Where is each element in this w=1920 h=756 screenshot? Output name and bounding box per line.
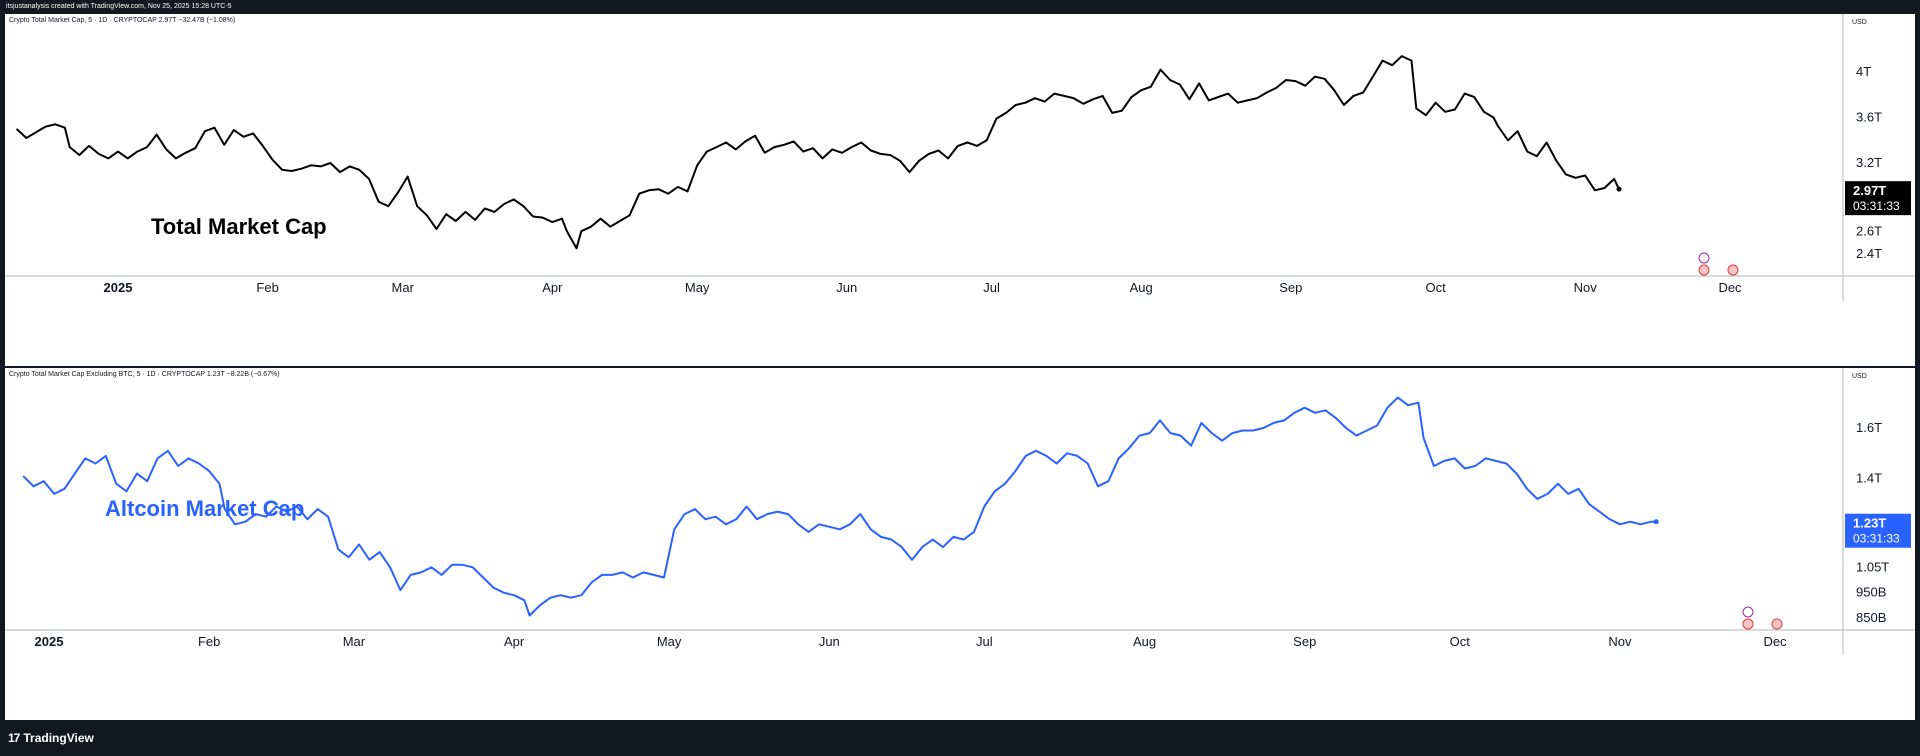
x-tick-label: Dec xyxy=(1763,634,1787,649)
x-tick-label: Sep xyxy=(1293,634,1316,649)
x-tick-label: 2025 xyxy=(35,634,64,649)
x-tick-label: Mar xyxy=(392,280,415,295)
x-tick-label: Nov xyxy=(1574,280,1598,295)
price-tag xyxy=(1845,513,1911,548)
x-tick-label: May xyxy=(685,280,710,295)
altcoin-market-cap-panel[interactable]: Crypto Total Market Cap Excluding BTC, 5… xyxy=(5,368,1915,720)
footer-bar: 17 TradingView xyxy=(0,720,1920,756)
x-tick-label: 2025 xyxy=(104,280,133,295)
chart-overlay-label: Altcoin Market Cap xyxy=(105,496,304,521)
x-tick-label: Apr xyxy=(504,634,525,649)
y-tick-label: 950B xyxy=(1856,585,1886,600)
us-flag-event-icon[interactable] xyxy=(1698,264,1710,276)
x-tick-label: Jun xyxy=(836,280,857,295)
y-tick-label: 2.6T xyxy=(1856,223,1882,238)
x-tick-label: May xyxy=(657,634,682,649)
y-tick-label: 2.4T xyxy=(1856,246,1882,261)
x-tick-label: Feb xyxy=(198,634,220,649)
x-tick-label: Aug xyxy=(1130,280,1153,295)
attribution-text: itsjustanalysis created with TradingView… xyxy=(6,3,232,10)
price-tag-countdown: 03:31:33 xyxy=(1853,532,1900,546)
last-price-dot xyxy=(1653,519,1659,525)
series-legend[interactable]: Crypto Total Market Cap, 5 · 1D · CRYPTO… xyxy=(9,17,235,24)
y-tick-label: 3.2T xyxy=(1856,155,1882,170)
event-bolt-icon[interactable] xyxy=(1698,252,1710,264)
price-line[interactable] xyxy=(15,55,1620,250)
last-price-dot xyxy=(1616,186,1622,192)
x-tick-label: Jun xyxy=(819,634,840,649)
y-tick-label: 4T xyxy=(1856,64,1871,79)
tradingview-brand[interactable]: 17 TradingView xyxy=(8,731,94,745)
chart-overlay-label: Total Market Cap xyxy=(151,214,327,239)
y-tick-label: 1.6T xyxy=(1856,420,1882,435)
us-flag-event-icon[interactable] xyxy=(1742,618,1754,630)
brand-name: TradingView xyxy=(23,731,94,745)
x-tick-label: Aug xyxy=(1133,634,1156,649)
x-tick-label: Jul xyxy=(983,280,1000,295)
total-market-cap-panel[interactable]: Crypto Total Market Cap, 5 · 1D · CRYPTO… xyxy=(5,14,1915,366)
us-flag-event-icon[interactable] xyxy=(1727,264,1739,276)
price-tag-countdown: 03:31:33 xyxy=(1853,199,1900,213)
tradingview-logo-icon: 17 xyxy=(8,731,20,745)
x-tick-label: Nov xyxy=(1608,634,1632,649)
currency-label: USD xyxy=(1852,19,1867,26)
total-market-cap-chart[interactable]: Crypto Total Market Cap, 5 · 1D · CRYPTO… xyxy=(5,14,1915,366)
x-tick-label: Dec xyxy=(1718,280,1742,295)
currency-label: USD xyxy=(1852,373,1867,380)
x-tick-label: Oct xyxy=(1450,634,1471,649)
x-tick-label: Jul xyxy=(976,634,993,649)
x-tick-label: Apr xyxy=(542,280,563,295)
x-tick-label: Oct xyxy=(1425,280,1446,295)
price-line[interactable] xyxy=(22,396,1657,617)
x-tick-label: Feb xyxy=(256,280,278,295)
series-legend[interactable]: Crypto Total Market Cap Excluding BTC, 5… xyxy=(9,371,280,378)
x-tick-label: Sep xyxy=(1279,280,1302,295)
event-bolt-icon[interactable] xyxy=(1742,606,1754,618)
attribution-bar: itsjustanalysis created with TradingView… xyxy=(0,0,1920,14)
y-tick-label: 3.6T xyxy=(1856,110,1882,125)
y-tick-label: 1.05T xyxy=(1856,559,1889,574)
altcoin-market-cap-chart[interactable]: Crypto Total Market Cap Excluding BTC, 5… xyxy=(5,368,1915,720)
price-tag xyxy=(1845,181,1911,216)
price-tag-value: 1.23T xyxy=(1853,516,1886,531)
y-tick-label: 1.4T xyxy=(1856,471,1882,486)
price-tag-value: 2.97T xyxy=(1853,183,1886,198)
y-tick-label: 850B xyxy=(1856,610,1886,625)
us-flag-event-icon[interactable] xyxy=(1771,618,1783,630)
x-tick-label: Mar xyxy=(343,634,366,649)
